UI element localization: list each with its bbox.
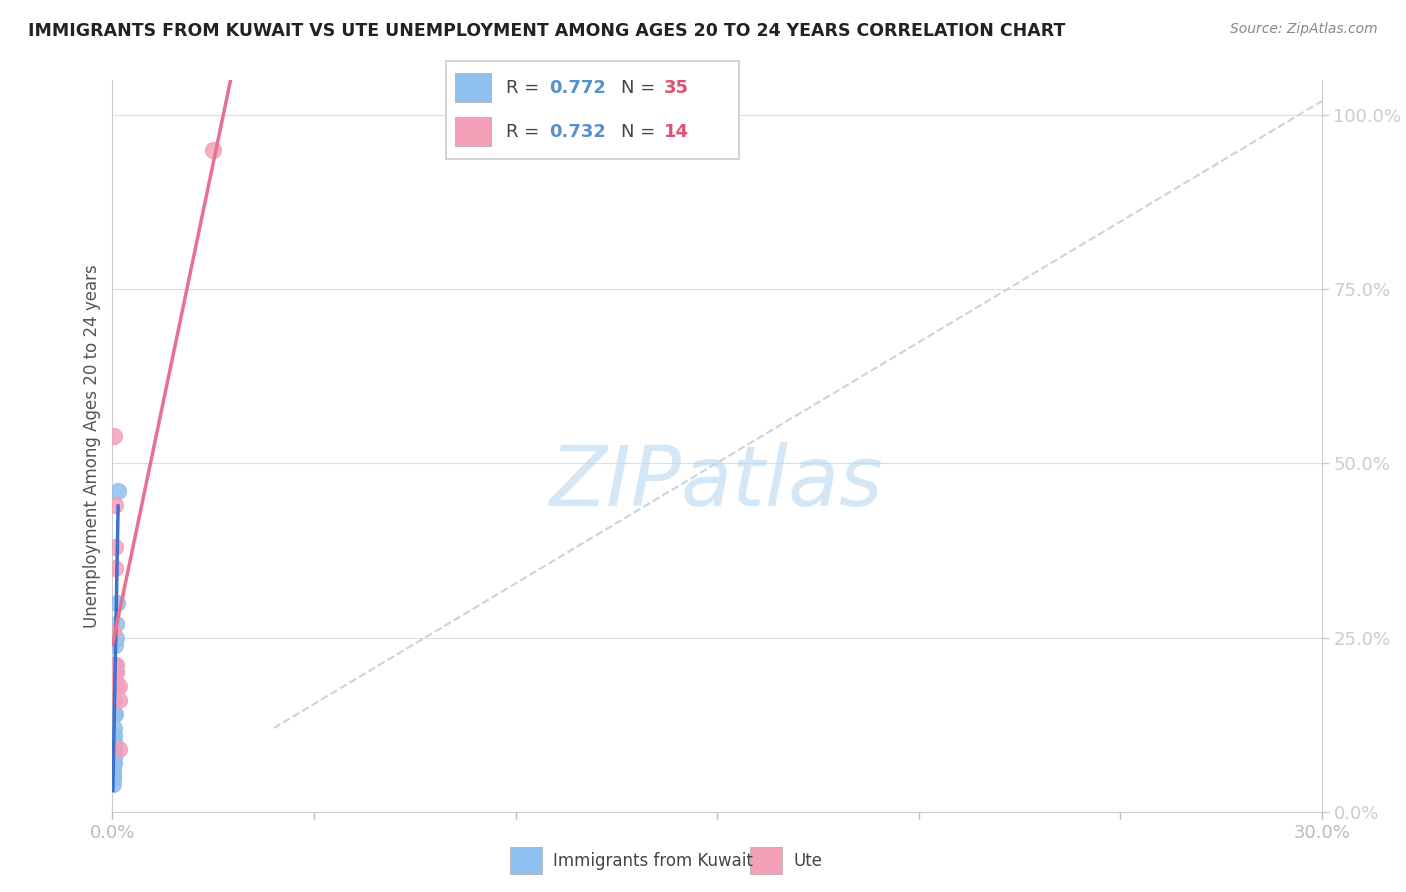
Point	[103, 693, 125, 707]
Point	[103, 735, 125, 749]
Point	[104, 707, 127, 722]
Point	[103, 428, 125, 442]
Text: Source: ZipAtlas.com: Source: ZipAtlas.com	[1230, 22, 1378, 37]
Point	[103, 665, 125, 680]
Bar	[751, 847, 782, 874]
Point	[103, 749, 125, 764]
Point	[103, 756, 125, 770]
Text: R =: R =	[506, 123, 546, 141]
Point	[103, 673, 125, 687]
Point	[104, 673, 127, 687]
Text: N =: N =	[621, 123, 661, 141]
Point	[104, 631, 127, 645]
Bar	[456, 73, 491, 102]
Bar	[456, 118, 491, 146]
Point	[105, 665, 128, 680]
Text: 14: 14	[664, 123, 689, 141]
Point	[104, 658, 127, 673]
Text: 0.772: 0.772	[548, 78, 606, 96]
Point	[107, 742, 129, 756]
Point	[105, 596, 128, 610]
Point	[103, 749, 125, 764]
Point	[103, 763, 125, 777]
Point	[202, 143, 225, 157]
Point	[101, 777, 124, 791]
Point	[103, 756, 125, 770]
Text: R =: R =	[506, 78, 546, 96]
Text: 35: 35	[664, 78, 689, 96]
Point	[103, 735, 125, 749]
Point	[103, 728, 125, 742]
Point	[107, 693, 129, 707]
Point	[103, 721, 125, 735]
Point	[103, 749, 125, 764]
Point	[103, 742, 125, 756]
Point	[103, 742, 125, 756]
Bar	[510, 847, 541, 874]
Point	[104, 658, 127, 673]
Text: Ute: Ute	[793, 852, 823, 870]
Point	[104, 540, 127, 554]
Text: ZIPatlas: ZIPatlas	[550, 442, 884, 523]
Point	[103, 770, 125, 784]
Point	[104, 498, 127, 512]
Text: IMMIGRANTS FROM KUWAIT VS UTE UNEMPLOYMENT AMONG AGES 20 TO 24 YEARS CORRELATION: IMMIGRANTS FROM KUWAIT VS UTE UNEMPLOYME…	[28, 22, 1066, 40]
Text: Immigrants from Kuwait: Immigrants from Kuwait	[554, 852, 754, 870]
Point	[103, 770, 125, 784]
Point	[103, 749, 125, 764]
Text: N =: N =	[621, 78, 661, 96]
Point	[103, 756, 125, 770]
Point	[104, 561, 127, 575]
Point	[104, 665, 127, 680]
Text: 0.732: 0.732	[548, 123, 606, 141]
Y-axis label: Unemployment Among Ages 20 to 24 years: Unemployment Among Ages 20 to 24 years	[83, 264, 101, 628]
Point	[104, 679, 127, 693]
Point	[105, 616, 128, 631]
Point	[103, 624, 125, 638]
Point	[103, 658, 125, 673]
Point	[103, 763, 125, 777]
Point	[103, 735, 125, 749]
Point	[104, 638, 127, 652]
FancyBboxPatch shape	[446, 61, 740, 159]
Point	[103, 770, 125, 784]
Point	[103, 742, 125, 756]
Point	[103, 735, 125, 749]
Point	[108, 679, 131, 693]
Point	[103, 707, 125, 722]
Point	[107, 484, 129, 499]
Point	[103, 679, 125, 693]
